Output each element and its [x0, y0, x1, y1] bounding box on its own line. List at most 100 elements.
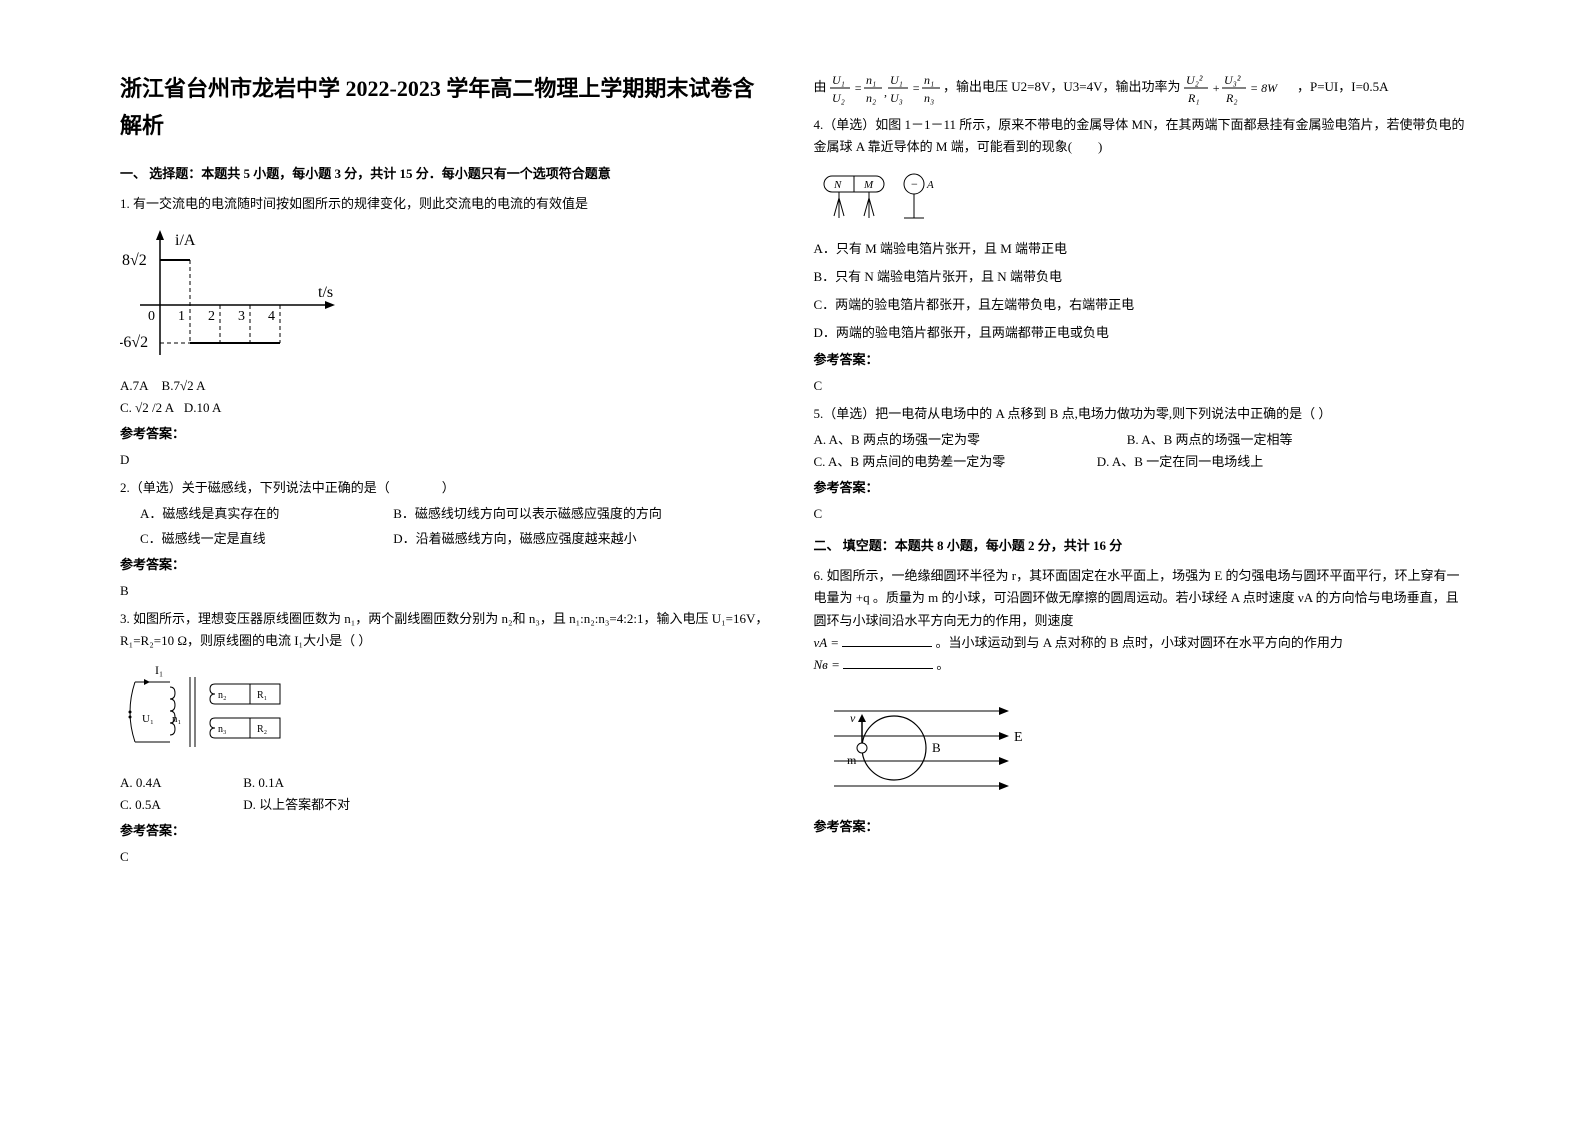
q3-opt-d: D. 以上答案都不对 [243, 797, 350, 812]
svg-text:i/A: i/A [175, 232, 196, 249]
svg-text:,: , [884, 85, 887, 99]
q1-opts-row2: C. √2 /2 A D.10 A [120, 397, 774, 419]
svg-text:U₁: U₁ [142, 713, 154, 725]
q5-text: 5.（单选）把一电荷从电场中的 A 点移到 B 点,电场力做功为零,则下列说法中… [814, 403, 1468, 425]
svg-text:N: N [833, 179, 842, 191]
svg-text:n₃: n₃ [218, 724, 227, 735]
q4-opt-a: A．只有 M 端验电箔片张开，且 M 端带正电 [814, 238, 1468, 260]
svg-text:8√2: 8√2 [122, 252, 147, 269]
q3-opt-c: C. 0.5A [120, 794, 240, 816]
q5-ans: C [814, 503, 1468, 525]
section-1-head: 一、 选择题：本题共 5 小题，每小题 3 分，共计 15 分．每小题只有一个选… [120, 163, 774, 185]
q5-opts-row2: C. A、B 两点间的电势差一定为零 D. A、B 一定在同一电场线上 [814, 451, 1468, 473]
q3-sol-formula1: U₁ U₂ = n₁ n₂ , U₁ U₃ = n₁ n₃ [830, 79, 943, 94]
svg-text:n₁: n₁ [866, 73, 876, 87]
q6-text-main: 6. 如图所示，一绝缘细圆环半径为 r，其环面固定在水平面上，场强为 E 的匀强… [814, 568, 1460, 627]
q3-solution: 由 U₁ U₂ = n₁ n₂ , U₁ U₃ = n₁ n₃ ，输出电压 U2… [814, 70, 1468, 106]
q3-opts-row1: A. 0.4A B. 0.1A [120, 772, 774, 794]
q5-opt-b: B. A、B 两点的场强一定相等 [1127, 432, 1293, 447]
svg-text:−: − [911, 177, 918, 191]
q1-text: 1. 有一交流电的电流随时间按如图所示的规律变化，则此交流电的电流的有效值是 [120, 193, 774, 215]
q6-va: νA = [814, 635, 840, 650]
q5-opt-a: A. A、B 两点的场强一定为零 [814, 429, 1124, 451]
q2-opt-d: D．沿着磁感线方向，磁感应强度越来越小 [393, 531, 636, 546]
svg-text:-6√2: -6√2 [120, 334, 148, 351]
q6-mid: 。当小球运动到与 A 点对称的 B 点时，小球对圆环在水平方向的作用力 [936, 635, 1343, 650]
svg-text:U₃²: U₃² [1224, 73, 1241, 87]
svg-text:t/s: t/s [318, 284, 333, 301]
q2-ans-label: 参考答案： [120, 554, 774, 576]
q3-sol-formula2: U₂² R₁ + U₃² R₂ = 8W [1184, 79, 1297, 94]
q1-opt-a: A.7A [120, 378, 149, 393]
svg-text:R₂: R₂ [1225, 91, 1238, 105]
q2-text: 2.（单选）关于磁感线，下列说法中正确的是（ ） [120, 477, 774, 499]
svg-text:m: m [847, 753, 857, 767]
svg-text:U₂: U₂ [832, 91, 845, 105]
svg-text:R₁: R₁ [1187, 91, 1200, 105]
q4-opt-d: D．两端的验电箔片都张开，且两端都带正电或负电 [814, 322, 1468, 344]
svg-text:E: E [1014, 730, 1023, 745]
q2-opt-c: C．磁感线一定是直线 [140, 528, 390, 550]
q1-graph: i/A t/s 8√2 0 -6√2 1 2 3 4 [120, 225, 774, 365]
svg-text:2: 2 [208, 309, 215, 324]
q2-ans: B [120, 580, 774, 602]
q3-opts-row2: C. 0.5A D. 以上答案都不对 [120, 794, 774, 816]
svg-text:3: 3 [238, 309, 245, 324]
q6-diagram: E m v B [814, 686, 1468, 806]
right-column: 由 U₁ U₂ = n₁ n₂ , U₁ U₃ = n₁ n₃ ，输出电压 U2… [794, 70, 1488, 1072]
svg-text:R₂: R₂ [257, 724, 267, 735]
q3-sol-mid: ，输出电压 U2=8V，U3=4V，输出功率为 [943, 79, 1180, 94]
q3-opt-a: A. 0.4A [120, 772, 240, 794]
q2-opt-b: B．磁感线切线方向可以表示磁感应强度的方向 [393, 506, 662, 521]
q2-opts: A．磁感线是真实存在的 B．磁感线切线方向可以表示磁感应强度的方向 C．磁感线一… [140, 503, 774, 549]
svg-text:U₂²: U₂² [1186, 73, 1203, 87]
svg-text:A: A [926, 179, 934, 191]
q3-ans-label: 参考答案： [120, 820, 774, 842]
q4-opt-c: C．两端的验电箔片都张开，且左端带负电，右端带正电 [814, 294, 1468, 316]
q4-diagram: N M − A [814, 168, 1468, 228]
q6-text: 6. 如图所示，一绝缘细圆环半径为 r，其环面固定在水平面上，场强为 E 的匀强… [814, 565, 1468, 675]
q5-opt-c: C. A、B 两点间的电势差一定为零 [814, 451, 1094, 473]
q4-ans-label: 参考答案： [814, 349, 1468, 371]
svg-text:I₁: I₁ [155, 663, 163, 677]
q6-ans-label: 参考答案： [814, 816, 1468, 838]
q5-opts-row1: A. A、B 两点的场强一定为零 B. A、B 两点的场强一定相等 [814, 429, 1468, 451]
q1-opt-d: D.10 A [184, 400, 222, 415]
q4-opt-b: B．只有 N 端验电箔片张开，且 N 端带负电 [814, 266, 1468, 288]
q6-blank-1 [842, 634, 932, 647]
q1-ans-label: 参考答案： [120, 423, 774, 445]
svg-text:4: 4 [268, 309, 275, 324]
svg-text:R₁: R₁ [257, 690, 267, 701]
svg-text:0: 0 [148, 309, 155, 324]
q2-opt-a: A．磁感线是真实存在的 [140, 503, 390, 525]
left-column: 浙江省台州市龙岩中学 2022-2023 学年高二物理上学期期末试卷含解析 一、… [100, 70, 794, 1072]
q1-opt-c: C. √2 /2 A [120, 400, 174, 415]
svg-text:=: = [912, 81, 920, 95]
q4-ans: C [814, 375, 1468, 397]
svg-text:+: + [1212, 81, 1220, 95]
svg-text:= 8W: = 8W [1250, 81, 1278, 95]
svg-text:B: B [932, 740, 941, 755]
svg-text:n₁: n₁ [924, 73, 934, 87]
svg-text:1: 1 [178, 309, 185, 324]
doc-title: 浙江省台州市龙岩中学 2022-2023 学年高二物理上学期期末试卷含解析 [120, 70, 774, 145]
svg-text:n₂: n₂ [866, 91, 876, 105]
q6-nb: Nв = [814, 657, 840, 672]
svg-text:n₁: n₁ [172, 713, 182, 725]
svg-text:n₂: n₂ [218, 690, 227, 701]
svg-text:U₃: U₃ [890, 91, 903, 105]
q3-opt-b: B. 0.1A [243, 775, 284, 790]
q3-ans: C [120, 846, 774, 868]
svg-text:n₃: n₃ [924, 91, 934, 105]
q3-text: 3. 如图所示，理想变压器原线圈匝数为 n₁，两个副线圈匝数分别为 n₂和 n₃… [120, 608, 774, 652]
svg-text:U₁: U₁ [832, 73, 845, 87]
q1-opts-row1: A.7A B.7√2 A [120, 375, 774, 397]
q5-opt-d: D. A、B 一定在同一电场线上 [1097, 454, 1263, 469]
q3-sol-end: ，P=UI，I=0.5A [1297, 79, 1389, 94]
svg-text:=: = [854, 81, 862, 95]
svg-text:U₁: U₁ [890, 73, 903, 87]
svg-text:M: M [863, 179, 874, 191]
q4-text: 4.（单选）如图 1－1－11 所示，原来不带电的金属导体 MN，在其两端下面都… [814, 114, 1468, 158]
q3-sol-prefix: 由 [814, 79, 827, 94]
q3-diagram: I₁ U₁ n₁ n₂ R₁ n₃ R₂ [120, 662, 774, 762]
